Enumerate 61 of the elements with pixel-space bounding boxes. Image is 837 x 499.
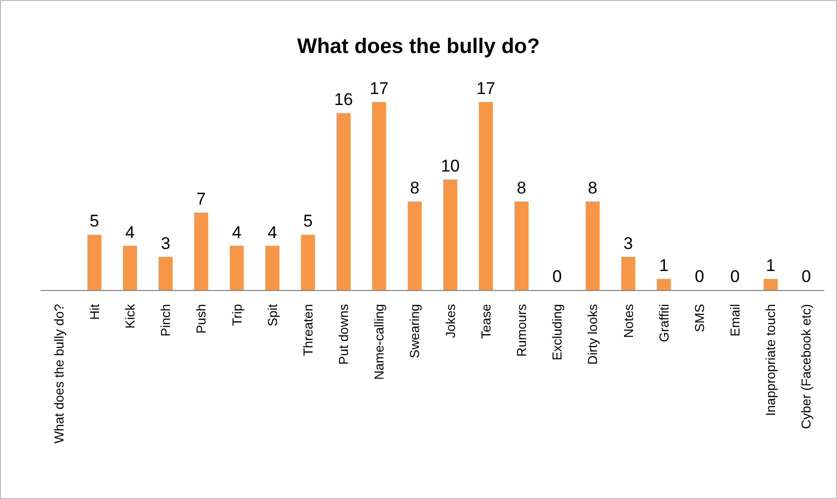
bar xyxy=(621,256,636,290)
bar xyxy=(443,179,458,290)
x-tick-label: Excluding xyxy=(550,304,565,360)
x-tick-label: Jokes xyxy=(442,304,458,338)
x-tick-label: Threaten xyxy=(300,304,316,356)
x-tick-label: Dirty looks xyxy=(585,304,600,365)
bar xyxy=(656,278,671,290)
bar xyxy=(478,102,493,290)
data-label: 4 xyxy=(268,222,278,242)
bar xyxy=(122,246,137,290)
bar xyxy=(158,256,173,290)
x-tick-label: Name-calling xyxy=(372,304,387,380)
bar xyxy=(372,102,386,290)
bar xyxy=(764,278,778,290)
data-label: 8 xyxy=(516,178,526,198)
x-tick-label: Hit xyxy=(86,304,102,320)
x-tick-label: Put downs xyxy=(336,304,352,365)
data-label: 0 xyxy=(730,267,740,286)
data-label: 8 xyxy=(588,178,598,198)
bar xyxy=(87,234,102,290)
data-label: 16 xyxy=(334,90,353,110)
data-label: 8 xyxy=(410,178,420,198)
x-tick-label: Inappropriate touch xyxy=(763,304,778,416)
chart-title: What does the bully do? xyxy=(297,35,540,58)
x-tick-label: Email xyxy=(728,304,743,337)
x-tick-label: Trip xyxy=(229,304,244,326)
x-tick-label: Kick xyxy=(122,304,138,329)
x-tick-label: Cyber (Facebook etc) xyxy=(798,304,814,429)
bar xyxy=(300,234,315,290)
bar xyxy=(408,202,422,290)
data-label: 4 xyxy=(125,222,135,242)
bar xyxy=(514,202,528,290)
x-tick-label: Rumours xyxy=(514,304,529,357)
data-label: 4 xyxy=(232,222,242,242)
data-label: 7 xyxy=(196,190,206,209)
data-label: 17 xyxy=(476,79,496,98)
data-label: 10 xyxy=(440,156,460,176)
bar xyxy=(265,246,280,290)
bar xyxy=(230,246,244,290)
x-tick-label: Swearing xyxy=(407,304,422,358)
bar xyxy=(586,202,600,290)
x-tick-label: Tease xyxy=(478,304,494,339)
bar xyxy=(194,212,208,290)
x-tick-label: Push xyxy=(194,304,209,334)
x-tick-label: What does the bully do? xyxy=(51,304,66,444)
data-label: 1 xyxy=(659,256,669,275)
data-label: 0 xyxy=(694,267,704,286)
data-label: 1 xyxy=(766,256,776,275)
data-label: 5 xyxy=(90,212,100,231)
x-tick-label: Notes xyxy=(620,304,636,338)
data-label: 0 xyxy=(552,267,562,286)
bar xyxy=(336,113,351,290)
x-tick-label: Spit xyxy=(264,304,280,326)
data-label: 17 xyxy=(370,79,389,98)
x-tick-label: SMS xyxy=(692,304,707,332)
data-label: 3 xyxy=(160,234,170,253)
x-tick-label: Graffiti xyxy=(656,304,672,342)
data-label: 3 xyxy=(624,234,633,253)
data-label: 0 xyxy=(801,267,811,286)
data-label: 5 xyxy=(303,212,313,231)
x-tick-label: Pinch xyxy=(158,304,174,337)
